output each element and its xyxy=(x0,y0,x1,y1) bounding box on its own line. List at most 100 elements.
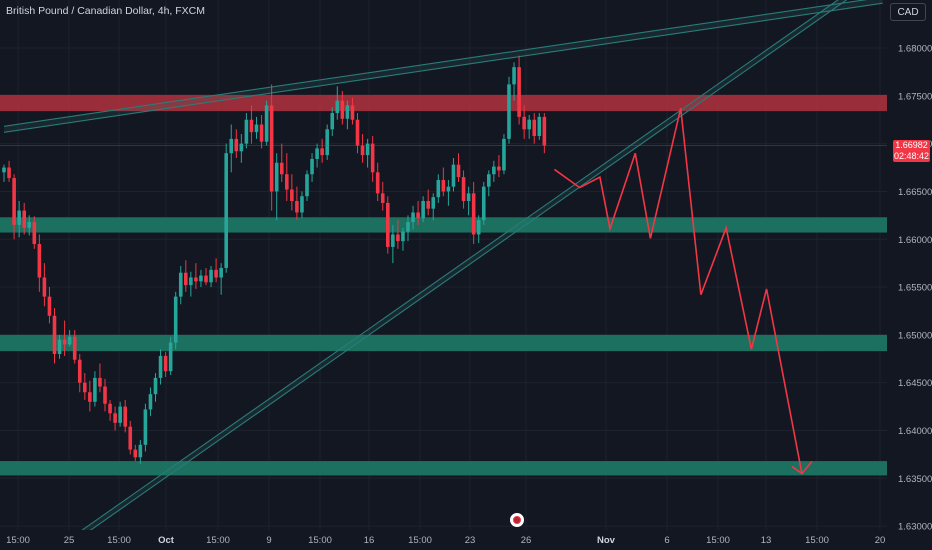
candle xyxy=(345,100,350,130)
candle xyxy=(481,181,486,225)
candle xyxy=(300,191,304,219)
candle-body xyxy=(244,119,249,144)
candle xyxy=(32,216,37,249)
candle xyxy=(421,196,425,223)
candle xyxy=(12,174,16,240)
candle xyxy=(204,267,208,286)
price-axis[interactable]: 1.680001.675001.670001.665001.660001.655… xyxy=(887,0,932,550)
projection-path xyxy=(553,108,803,474)
candle-body xyxy=(194,277,198,282)
candle xyxy=(93,371,97,407)
candle-body xyxy=(27,222,32,228)
trendline xyxy=(3,2,883,133)
candle-body xyxy=(340,100,345,119)
candle-body xyxy=(158,355,163,378)
support-zone xyxy=(0,334,887,352)
last-price-tag: 1.66982 02:48:42 xyxy=(893,140,930,162)
candlesticks xyxy=(2,55,547,464)
y-tick-label: 1.66000 xyxy=(898,235,932,246)
candle-body xyxy=(476,220,481,235)
candle-body xyxy=(189,277,193,286)
time-axis-bg xyxy=(0,530,932,550)
y-tick-label: 1.63500 xyxy=(898,474,932,485)
candle-body xyxy=(113,413,117,423)
candle xyxy=(189,271,193,297)
trendline xyxy=(61,0,848,550)
candle-body xyxy=(234,138,239,152)
candle xyxy=(163,352,168,377)
candle xyxy=(22,202,26,235)
candle-body xyxy=(229,138,234,154)
x-tick-label: 15:00 xyxy=(107,535,131,546)
candle-body xyxy=(22,210,26,228)
symbol-title: British Pound / Canadian Dollar, 4h, FXC… xyxy=(6,5,206,17)
candle xyxy=(259,114,264,149)
candle xyxy=(335,86,340,120)
candle-body xyxy=(295,201,299,213)
candle-body xyxy=(214,269,218,278)
candle-body xyxy=(497,166,501,171)
bar-countdown: 02:48:42 xyxy=(893,151,930,161)
candle xyxy=(370,135,375,182)
candle xyxy=(386,196,390,254)
candle xyxy=(492,160,496,182)
candle-body xyxy=(431,197,436,209)
candle xyxy=(532,113,537,144)
candle-body xyxy=(138,444,143,458)
candle-body xyxy=(461,177,466,202)
candle xyxy=(401,227,405,251)
calendar-event-icon[interactable] xyxy=(510,513,524,527)
x-tick-label: 23 xyxy=(465,535,476,546)
y-tick-label: 1.64000 xyxy=(898,426,932,437)
candle xyxy=(295,186,299,221)
candle xyxy=(244,113,249,149)
candle-body xyxy=(12,178,16,225)
candle xyxy=(77,353,82,393)
candle xyxy=(522,105,526,139)
time-axis[interactable]: 15:00 25 15:00 Oct 15:00 9 15:00 16 15:00 23 26 Nov… xyxy=(0,530,932,550)
candle-body xyxy=(542,116,547,146)
candle-body xyxy=(199,275,203,282)
candle-body xyxy=(522,116,526,130)
candle xyxy=(325,124,329,160)
candle-body xyxy=(436,179,441,198)
candle xyxy=(138,440,143,464)
candle-body xyxy=(239,143,244,152)
x-tick-label: 15:00 xyxy=(6,535,30,546)
candle xyxy=(451,157,456,192)
candle-body xyxy=(365,143,370,156)
candle-body xyxy=(481,186,486,221)
projection-arrow xyxy=(553,108,813,475)
candle xyxy=(184,260,188,292)
candle xyxy=(83,373,87,400)
x-tick-label: 15:00 xyxy=(206,535,230,546)
candle-body xyxy=(532,119,537,136)
candle-body xyxy=(254,124,259,133)
x-tick-label: 26 xyxy=(521,535,532,546)
candle xyxy=(365,138,370,168)
candle-body xyxy=(396,234,400,242)
currency-button[interactable]: CAD xyxy=(890,3,926,21)
candle-body xyxy=(57,339,62,354)
candle-body xyxy=(451,164,456,187)
candle-body xyxy=(406,222,410,232)
candle-body xyxy=(77,359,82,383)
candle-body xyxy=(310,158,314,175)
support-zone xyxy=(0,217,887,233)
candle xyxy=(340,91,345,125)
candle xyxy=(178,266,183,305)
candle xyxy=(123,399,127,433)
candle-body xyxy=(7,167,11,179)
candle-body xyxy=(456,164,461,178)
candle-body xyxy=(315,148,319,159)
candle-body xyxy=(441,179,446,192)
candle-body xyxy=(224,153,228,268)
candle-body xyxy=(391,234,395,247)
candle xyxy=(194,263,198,289)
candle xyxy=(315,143,319,168)
candle xyxy=(274,153,279,221)
candle-body xyxy=(370,143,375,173)
candle xyxy=(436,174,441,203)
candle-body xyxy=(325,129,329,156)
